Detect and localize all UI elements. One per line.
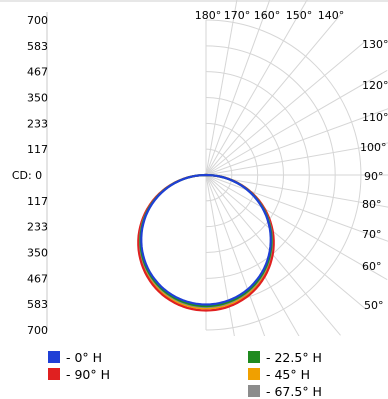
cd-tick-label: 117 (27, 143, 48, 156)
angle-label: 130° (362, 38, 388, 51)
grid-radial (205, 174, 388, 281)
angle-label: 120° (362, 79, 388, 92)
angle-label: 170° (224, 9, 251, 22)
grid-radial (205, 174, 235, 336)
legend-swatch (248, 368, 260, 380)
cd-tick-label: 233 (27, 221, 48, 234)
angle-label: 10° (232, 334, 252, 336)
legend-label: - 0° H (66, 349, 103, 365)
angle-label: 30° (293, 334, 313, 336)
polar-grid (0, 0, 388, 336)
angle-label: 80° (362, 198, 382, 211)
legend-item-67-5h: - 67.5° H (248, 383, 322, 399)
cd-tick-label: 700 (27, 14, 48, 27)
grid-radial (205, 0, 308, 176)
grid-radial (205, 142, 388, 176)
legend-label: - 22.5° H (266, 349, 322, 365)
grid-radial (205, 174, 266, 336)
angle-label: 60° (362, 260, 382, 273)
angle-label: 100° (360, 141, 387, 154)
series-curve (140, 173, 272, 306)
legend-swatch (48, 351, 60, 363)
angle-label: 160° (254, 9, 281, 22)
angle-label: 110° (362, 111, 388, 124)
cd-tick-label: 117 (27, 195, 48, 208)
grid-radial (205, 40, 367, 176)
legend-swatch (248, 351, 260, 363)
series-layer (137, 173, 275, 312)
polar-chart: 700 583 467 350 233 117 CD: 0 117 233 350 467 583 70… (0, 0, 388, 336)
grid-radial (205, 174, 388, 208)
cd-tick-label: CD: 0 (12, 169, 42, 182)
angle-label: 150° (286, 9, 313, 22)
legend-label: - 90° H (66, 366, 111, 382)
cd-tick-label: 350 (27, 247, 48, 260)
angle-label: 180° (195, 9, 222, 22)
angle-label: 50° (364, 299, 384, 312)
cd-tick-label: 700 (27, 324, 48, 336)
cd-tick-label: 583 (27, 298, 48, 311)
cd-tick-label: 467 (27, 66, 48, 79)
angle-label: 90° (364, 170, 384, 183)
label-layer: 700 583 467 350 233 117 CD: 0 117 233 350 467 583 70… (12, 9, 388, 336)
cd-tick-label: 467 (27, 272, 48, 285)
grid-radial (205, 174, 300, 336)
grid-radial (205, 0, 238, 176)
grid-radial (205, 174, 367, 310)
angle-label: 70° (362, 228, 382, 241)
grid-radial (205, 174, 388, 242)
legend-label: - 67.5° H (266, 383, 322, 399)
legend-item-22-5h: - 22.5° H (248, 349, 322, 365)
legend-swatch (248, 385, 260, 397)
legend-item-45h: - 45° H (248, 366, 310, 382)
cd-tick-label: 233 (27, 117, 48, 130)
legend-item-90h: - 90° H (48, 366, 110, 382)
grid-radial (205, 0, 271, 176)
grid-radial (205, 14, 341, 176)
legend-item-0h: - 0° H (48, 349, 102, 365)
angle-label: 140° (318, 9, 345, 22)
angle-label: 40° (334, 334, 354, 336)
grid-radial (205, 108, 388, 176)
legend-label: - 45° H (266, 366, 311, 382)
legend-swatch (48, 368, 60, 380)
angle-label: VA: 0° (176, 334, 210, 336)
cd-tick-label: 583 (27, 40, 48, 53)
grid-radial (205, 69, 388, 176)
cd-tick-label: 350 (27, 92, 48, 105)
angle-label: 20° (260, 334, 280, 336)
